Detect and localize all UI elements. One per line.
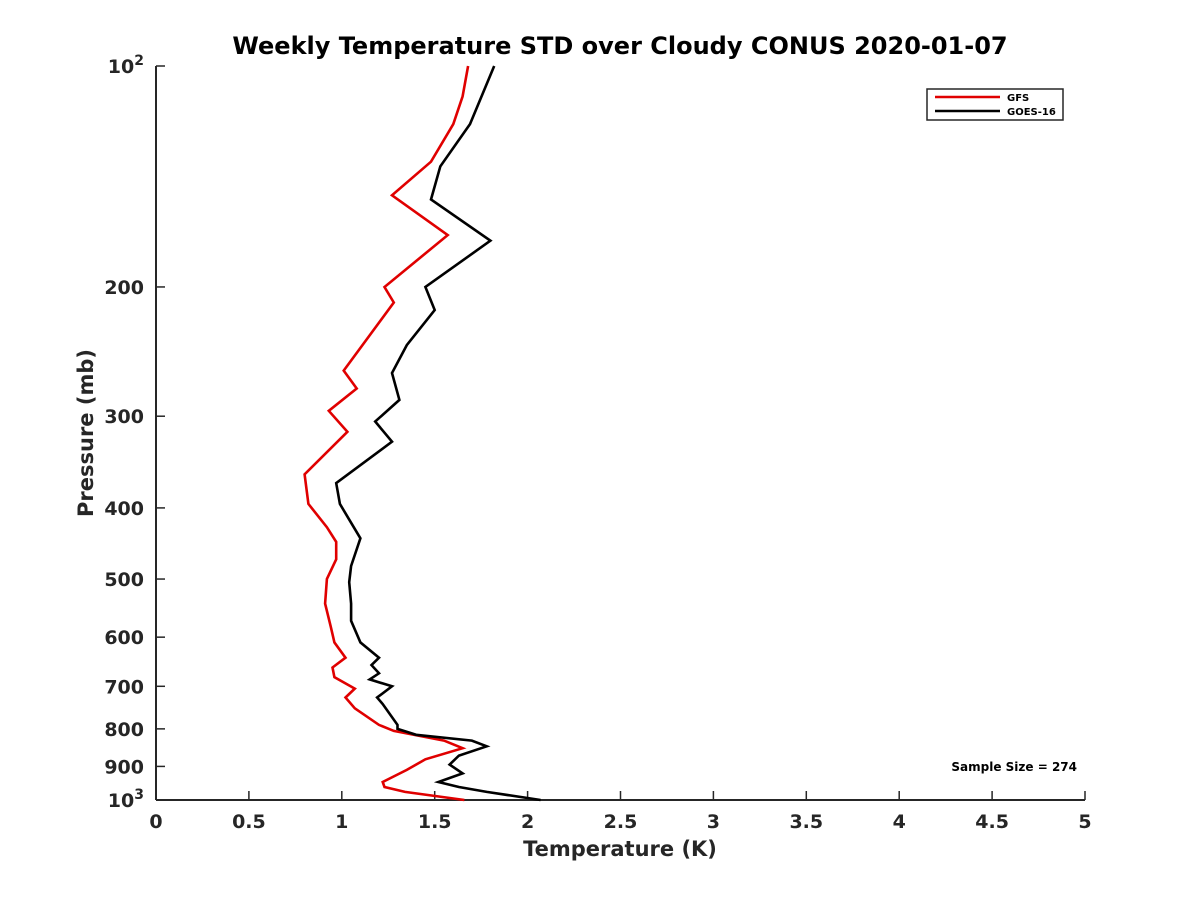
- x-tick-label: 5: [1078, 811, 1091, 833]
- y-tick-label: 700: [104, 676, 144, 698]
- x-tick-label: 4: [893, 811, 906, 833]
- x-tick-label: 3.5: [789, 811, 823, 833]
- x-tick-label: 0: [149, 811, 162, 833]
- y-tick-exponent: 2: [134, 53, 144, 69]
- legend-label-goes16: GOES-16: [1007, 107, 1056, 118]
- x-tick-label: 3: [707, 811, 720, 833]
- chart-title: Weekly Temperature STD over Cloudy CONUS…: [232, 32, 1007, 60]
- y-tick-label: 200: [104, 277, 144, 299]
- x-tick-label: 4.5: [975, 811, 1009, 833]
- y-tick-base: 10: [108, 56, 134, 78]
- series-line-gfs: [303, 65, 470, 802]
- x-ticks: 0 0.5 1 1.5 2 2.5 3 3.5 4 4.5 5: [149, 791, 1092, 833]
- y-tick-label: 300: [104, 406, 144, 428]
- y-tick-base: 10: [108, 790, 134, 812]
- y-tick-label: 900: [104, 756, 144, 778]
- sample-size-annotation: Sample Size = 274: [951, 760, 1077, 774]
- axes: [155, 66, 1085, 801]
- series-layer: [303, 65, 541, 802]
- x-tick-label: 1.5: [418, 811, 452, 833]
- x-tick-label: 0.5: [232, 811, 266, 833]
- y-tick-exponent: 3: [134, 787, 144, 803]
- x-tick-label: 2: [521, 811, 534, 833]
- y-tick-label-power: 103: [108, 787, 144, 812]
- x-axis-label: Temperature (K): [523, 837, 717, 861]
- y-tick-label-power: 102: [108, 53, 144, 78]
- series-line-goes16: [334, 65, 541, 802]
- x-tick-label: 2.5: [604, 811, 638, 833]
- y-tick-label: 600: [104, 627, 144, 649]
- y-tick-label: 800: [104, 719, 144, 741]
- y-tick-label: 500: [104, 569, 144, 591]
- y-tick-label: 400: [104, 498, 144, 520]
- legend-box: [926, 88, 1064, 121]
- y-axis-label: Pressure (mb): [74, 349, 98, 517]
- legend: GFS GOES-16: [926, 88, 1064, 121]
- legend-label-gfs: GFS: [1007, 93, 1029, 104]
- x-tick-label: 1: [335, 811, 348, 833]
